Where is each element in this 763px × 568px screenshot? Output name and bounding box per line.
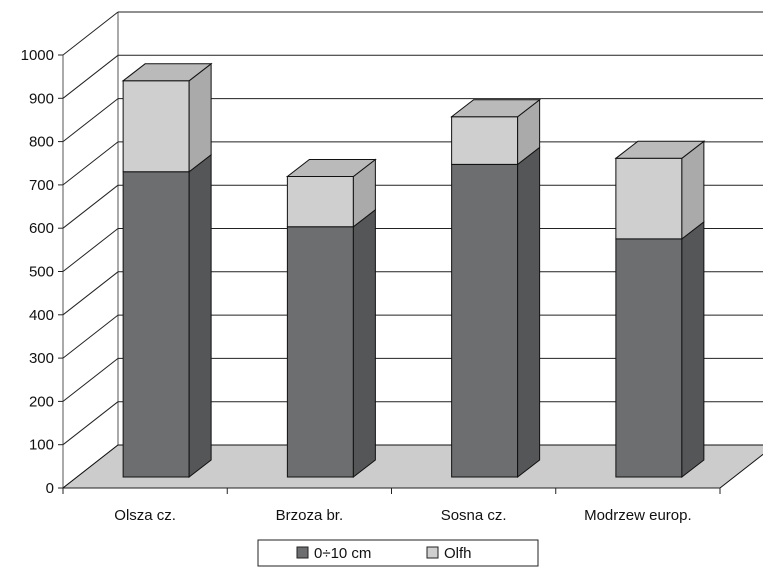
x-category-label: Sosna cz.: [441, 507, 507, 524]
legend-swatch-series-1: [426, 546, 439, 559]
gridline-left-wall: [62, 401, 119, 446]
gridline-left-wall: [62, 98, 119, 142]
bar-side-0÷10 cm: [517, 146, 541, 479]
legend-swatch-series-0: [296, 546, 309, 559]
y-axis-tick-labels: 0 100 200 300 400 500 600 700 800 900 1000: [21, 47, 63, 497]
bars: [121, 62, 706, 479]
y-tick-label: 100: [29, 437, 54, 454]
gridline-left-wall: [62, 271, 119, 316]
bar-side-0÷10 cm: [681, 220, 705, 479]
bar-top-Olfh: [450, 99, 542, 118]
bar-side-0÷10 cm: [188, 153, 212, 479]
y-tick-label: 900: [29, 90, 54, 107]
bar-front-0÷10 cm: [451, 163, 519, 478]
bar-side-0÷10 cm: [352, 208, 376, 479]
bar-front-Olfh: [122, 80, 190, 173]
bar-front-0÷10 cm: [122, 171, 190, 478]
x-category-label: Olsza cz.: [114, 507, 176, 524]
y-tick-label: 700: [29, 177, 54, 194]
gridline-left-wall: [62, 11, 119, 56]
y-tick-label: 1000: [21, 47, 54, 64]
legend: 0÷10 cm Olfh: [257, 539, 539, 567]
y-tick-label: 600: [29, 220, 54, 237]
y-tick-label: 800: [29, 134, 54, 151]
y-tick-label: 0: [46, 480, 54, 497]
gridline-left-wall: [62, 54, 119, 99]
bar-top-Olfh: [614, 140, 706, 159]
legend-label-series-1: Olfh: [444, 545, 472, 562]
y-tick-label: 300: [29, 350, 54, 367]
gridline-left-wall: [62, 314, 119, 359]
bar-front-0÷10 cm: [615, 238, 683, 478]
legend-label-series-0: 0÷10 cm: [314, 545, 371, 562]
gridline-left-wall: [62, 141, 119, 186]
x-axis: Olsza cz. Brzoza br. Sosna cz. Modrzew euro…: [62, 487, 721, 524]
x-category-label: Modrzew europ.: [584, 507, 692, 524]
y-tick-label: 500: [29, 264, 54, 281]
bar-front-Olfh: [286, 175, 354, 228]
y-tick-label: 400: [29, 307, 54, 324]
bar-top-Olfh: [285, 158, 377, 177]
bar-front-Olfh: [615, 157, 683, 240]
gridline-left-wall: [62, 228, 119, 272]
x-category-label: Brzoza br.: [276, 507, 344, 524]
bar-top-Olfh: [121, 63, 213, 82]
bar-front-Olfh: [451, 116, 519, 165]
gridline-left-wall: [62, 184, 119, 229]
gridline-left-wall: [62, 358, 119, 402]
bar-side-Olfh: [188, 62, 212, 173]
y-tick-label: 200: [29, 393, 54, 410]
bar-front-0÷10 cm: [286, 226, 354, 478]
